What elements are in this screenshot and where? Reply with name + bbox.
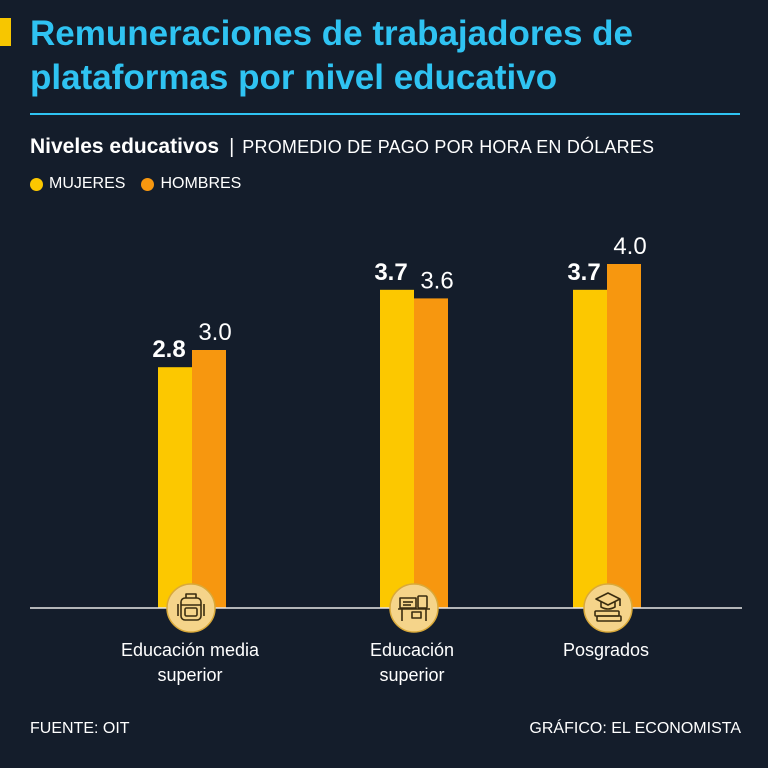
data-label-mujeres-2: 3.7	[567, 259, 600, 286]
bar-hombres-1	[414, 298, 448, 608]
credit-note: GRÁFICO: EL ECONOMISTA	[529, 720, 741, 737]
category-label-line: Educación	[370, 640, 454, 660]
bar-hombres-0	[192, 350, 226, 608]
bar-mujeres-2	[573, 289, 607, 608]
data-label-hombres-0: 3.0	[198, 319, 231, 346]
title-divider	[30, 113, 740, 115]
category-label-line: Posgrados	[563, 640, 649, 660]
desk-icon	[389, 583, 439, 633]
category-label-1: Educación superior	[370, 640, 454, 685]
chart-subtitle: Niveles educativos | PROMEDIO DE PAGO POR …	[30, 134, 654, 160]
accent-square	[0, 18, 11, 46]
bar-hombres-2	[607, 264, 641, 608]
legend: MUJERES HOMBRES	[30, 174, 241, 194]
legend-swatch-hombres	[141, 177, 155, 191]
data-label-hombres-2: 4.0	[613, 233, 646, 260]
bar-mujeres-1	[380, 289, 414, 608]
data-label-mujeres-0: 2.8	[152, 336, 185, 363]
legend-label-hombres: HOMBRES	[160, 175, 242, 192]
category-label-0: Educación media superior	[121, 640, 260, 685]
legend-item-hombres: HOMBRES	[141, 174, 241, 194]
subtitle-separator: |	[229, 136, 235, 158]
category-label-line: Educación media	[121, 640, 260, 660]
backpack-icon	[166, 583, 216, 633]
category-label-line: superior	[379, 665, 444, 685]
page-title: Remuneraciones de trabajadores de plataf…	[30, 14, 633, 97]
data-label-hombres-1: 3.6	[420, 267, 453, 294]
graduation-books-icon	[583, 583, 633, 633]
category-label-line: superior	[157, 665, 222, 685]
bar-mujeres-0	[158, 367, 192, 608]
data-label-mujeres-1: 3.7	[374, 259, 407, 286]
category-label-2: Posgrados	[563, 640, 649, 660]
source-note: FUENTE: OIT	[30, 720, 130, 737]
subtitle-lead: Niveles educativos	[30, 135, 220, 158]
legend-label-mujeres: MUJERES	[49, 175, 126, 192]
legend-item-mujeres: MUJERES	[30, 174, 125, 194]
legend-swatch-mujeres	[30, 177, 43, 191]
subtitle-unit: PROMEDIO DE PAGO POR HORA EN DÓLARES	[242, 137, 655, 157]
